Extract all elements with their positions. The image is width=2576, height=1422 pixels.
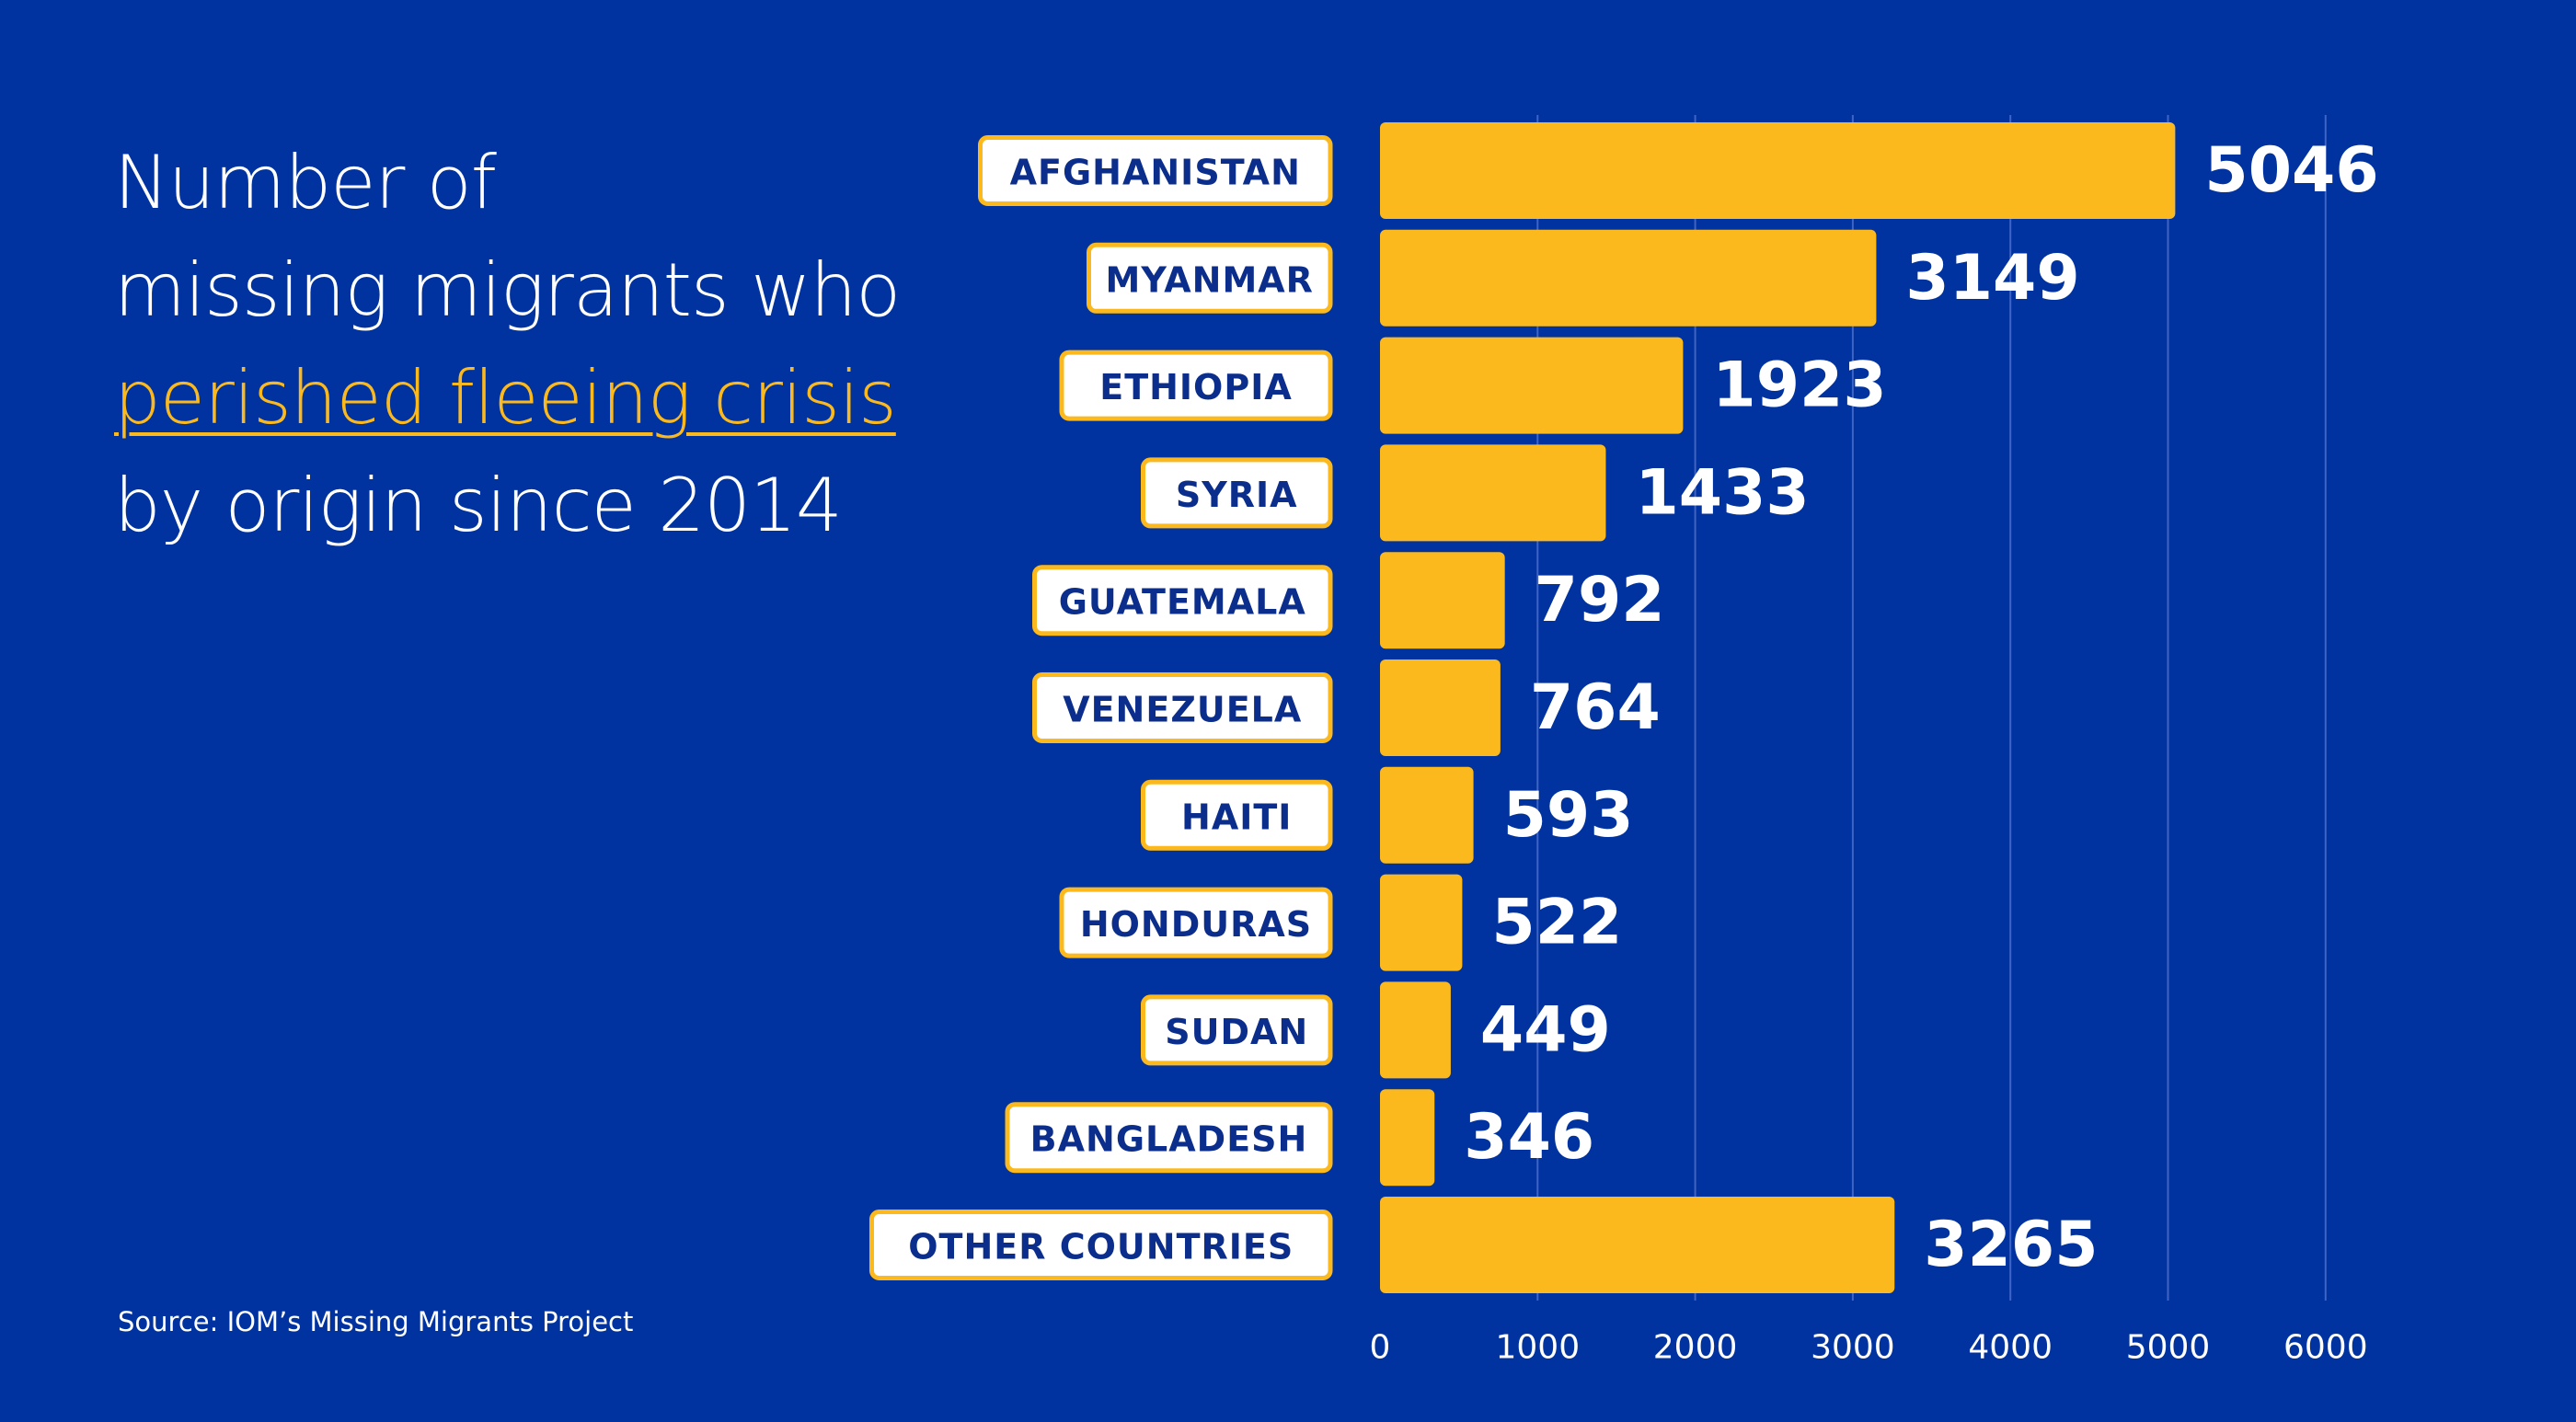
category-label: SUDAN <box>1165 1012 1308 1052</box>
bar-haiti <box>1380 766 1474 864</box>
bar-ethiopia <box>1380 337 1684 434</box>
x-tick-label: 0 <box>1370 1329 1391 1367</box>
category-label-box <box>1141 779 1333 851</box>
x-tick-label: 2000 <box>1653 1329 1738 1367</box>
category-label: OTHER COUNTRIES <box>908 1227 1294 1267</box>
bar-guatemala <box>1380 552 1505 649</box>
category-label-box <box>1059 887 1333 958</box>
title-line-4: by origin since 2014 <box>114 463 843 548</box>
bar-bangladesh <box>1380 1089 1435 1187</box>
category-label-box <box>1059 350 1333 421</box>
category-label: SYRIA <box>1176 475 1298 515</box>
category-label: HAITI <box>1181 797 1292 837</box>
category-label-box <box>1141 994 1333 1066</box>
bar-other-countries <box>1380 1197 1895 1293</box>
value-label: 346 <box>1464 1101 1594 1174</box>
x-tick-label: 3000 <box>1811 1329 1895 1367</box>
category-label-box <box>978 135 1333 206</box>
bar-afghanistan <box>1380 122 2176 219</box>
value-label: 5046 <box>2204 134 2378 207</box>
bar-syria <box>1380 444 1606 542</box>
x-tick-label: 6000 <box>2283 1329 2368 1367</box>
chart-title: Number of missing migrants who perished … <box>114 129 942 559</box>
category-label: AFGHANISTAN <box>1010 153 1301 193</box>
value-label: 3265 <box>1924 1209 2098 1281</box>
bar-venezuela <box>1380 659 1501 756</box>
category-label: HONDURAS <box>1080 904 1312 945</box>
category-label-box <box>869 1210 1333 1280</box>
bar-myanmar <box>1380 229 1877 327</box>
title-line-highlight: perished fleeing crisis <box>114 355 897 441</box>
title-line-2: missing migrants who <box>114 247 901 333</box>
value-label: 522 <box>1491 887 1622 959</box>
value-label: 449 <box>1480 993 1611 1066</box>
title-line-1: Number of <box>114 140 497 225</box>
x-tick-label: 5000 <box>2126 1329 2211 1367</box>
category-label: BANGLADESH <box>1030 1119 1308 1160</box>
category-label-box <box>1005 1102 1333 1174</box>
value-label: 1923 <box>1712 350 1886 422</box>
value-label: 3149 <box>1905 242 2079 315</box>
source-note: Source: IOM’s Missing Migrants Project <box>118 1306 634 1337</box>
value-label: 593 <box>1503 779 1634 852</box>
category-label: VENEZUELA <box>1063 690 1302 730</box>
x-tick-label: 1000 <box>1495 1329 1580 1367</box>
value-label: 764 <box>1530 671 1661 744</box>
category-label: MYANMAR <box>1106 259 1314 300</box>
bar-honduras <box>1380 874 1463 971</box>
x-tick-label: 4000 <box>1968 1329 2053 1367</box>
category-label-box <box>1032 672 1333 743</box>
category-label-box <box>1032 565 1333 636</box>
category-label-box <box>1087 242 1333 314</box>
category-label-box <box>1141 457 1333 529</box>
value-label: 792 <box>1535 564 1665 636</box>
category-label: GUATEMALA <box>1059 582 1306 623</box>
category-label: ETHIOPIA <box>1099 367 1293 407</box>
value-label: 1433 <box>1635 456 1809 529</box>
bar-sudan <box>1380 981 1451 1079</box>
